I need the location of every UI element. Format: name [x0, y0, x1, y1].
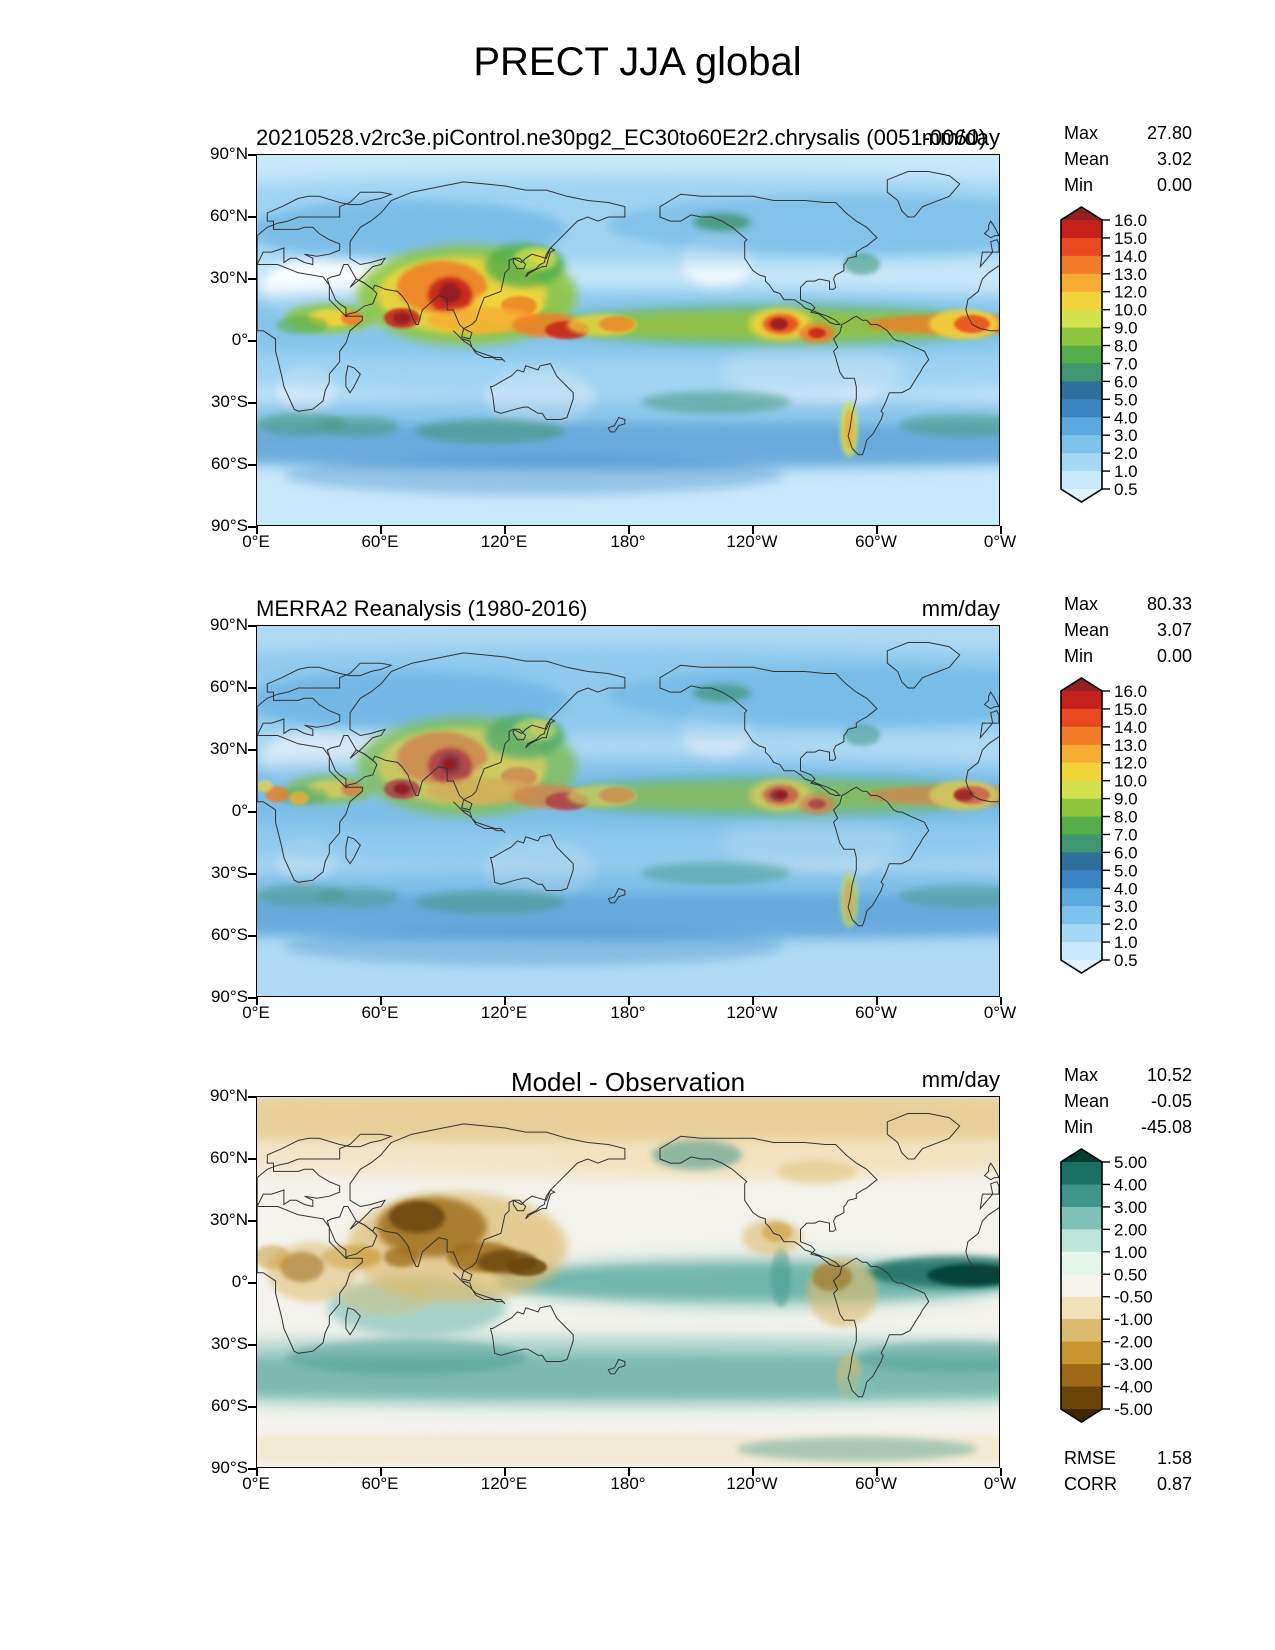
svg-text:3.00: 3.00 — [1114, 1198, 1147, 1217]
svg-text:2.00: 2.00 — [1114, 1220, 1147, 1239]
svg-text:10.0: 10.0 — [1114, 301, 1147, 320]
svg-text:6.0: 6.0 — [1114, 843, 1138, 862]
svg-text:-1.00: -1.00 — [1114, 1310, 1153, 1329]
svg-text:4.0: 4.0 — [1114, 879, 1138, 898]
svg-text:1.00: 1.00 — [1114, 1243, 1147, 1262]
svg-text:7.0: 7.0 — [1114, 825, 1138, 844]
svg-text:9.0: 9.0 — [1114, 319, 1138, 338]
svg-text:0.5: 0.5 — [1114, 480, 1138, 499]
svg-text:9.0: 9.0 — [1114, 790, 1138, 809]
svg-text:-0.50: -0.50 — [1114, 1288, 1153, 1307]
svg-text:15.0: 15.0 — [1114, 700, 1147, 719]
svg-text:12.0: 12.0 — [1114, 754, 1147, 773]
svg-text:0.50: 0.50 — [1114, 1265, 1147, 1284]
svg-text:3.0: 3.0 — [1114, 897, 1138, 916]
svg-text:-5.00: -5.00 — [1114, 1400, 1153, 1419]
svg-text:1.0: 1.0 — [1114, 933, 1138, 952]
svg-text:1.0: 1.0 — [1114, 462, 1138, 481]
svg-text:-4.00: -4.00 — [1114, 1378, 1153, 1397]
svg-text:13.0: 13.0 — [1114, 736, 1147, 755]
svg-text:0.5: 0.5 — [1114, 951, 1138, 970]
svg-text:14.0: 14.0 — [1114, 718, 1147, 737]
svg-text:-2.00: -2.00 — [1114, 1333, 1153, 1352]
svg-text:2.0: 2.0 — [1114, 444, 1138, 463]
svg-text:4.00: 4.00 — [1114, 1175, 1147, 1194]
svg-text:7.0: 7.0 — [1114, 354, 1138, 373]
svg-text:16.0: 16.0 — [1114, 682, 1147, 701]
svg-text:8.0: 8.0 — [1114, 337, 1138, 356]
svg-text:10.0: 10.0 — [1114, 772, 1147, 791]
svg-text:8.0: 8.0 — [1114, 808, 1138, 827]
svg-text:2.0: 2.0 — [1114, 915, 1138, 934]
svg-text:12.0: 12.0 — [1114, 283, 1147, 302]
svg-text:14.0: 14.0 — [1114, 247, 1147, 266]
svg-text:5.00: 5.00 — [1114, 1153, 1147, 1172]
svg-text:3.0: 3.0 — [1114, 426, 1138, 445]
svg-text:-3.00: -3.00 — [1114, 1355, 1153, 1374]
svg-text:6.0: 6.0 — [1114, 372, 1138, 391]
svg-text:16.0: 16.0 — [1114, 211, 1147, 230]
svg-text:15.0: 15.0 — [1114, 229, 1147, 248]
svg-text:13.0: 13.0 — [1114, 265, 1147, 284]
svg-text:5.0: 5.0 — [1114, 390, 1138, 409]
svg-text:5.0: 5.0 — [1114, 861, 1138, 880]
svg-text:4.0: 4.0 — [1114, 408, 1138, 427]
